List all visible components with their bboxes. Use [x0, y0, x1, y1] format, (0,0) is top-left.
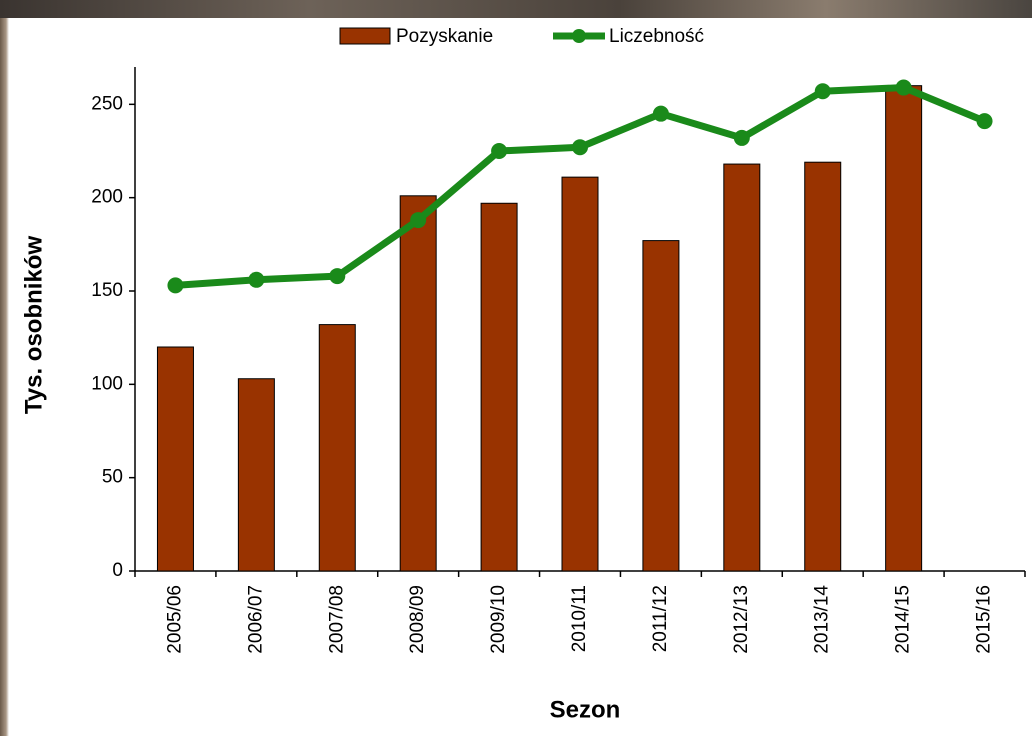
line-marker — [734, 130, 750, 146]
bar — [238, 379, 274, 571]
x-tick-label: 2008/09 — [407, 585, 428, 654]
page: Sezon Tys. osobników 0 50 100 150 200 250 2005… — [0, 0, 1032, 736]
bar — [481, 203, 517, 571]
bar — [400, 196, 436, 571]
x-tick-label: 2012/13 — [731, 585, 752, 654]
bar — [886, 86, 922, 571]
x-tick-label: 2014/15 — [893, 585, 914, 654]
line-marker — [815, 83, 831, 99]
x-axis-label: Sezon — [550, 696, 621, 723]
chart: Sezon Tys. osobników 0 50 100 150 200 250 2005… — [0, 0, 1032, 736]
legend-swatch — [572, 29, 586, 43]
bar — [724, 164, 760, 571]
y-tick-label: 50 — [102, 467, 123, 488]
line-marker — [491, 143, 507, 159]
bar — [805, 162, 841, 571]
x-tick-label: 2007/08 — [326, 585, 347, 654]
x-tick-label: 2013/14 — [812, 585, 833, 654]
line-marker — [167, 277, 183, 293]
x-tick-label: 2006/07 — [245, 585, 266, 654]
bar — [643, 241, 679, 571]
line-marker — [248, 272, 264, 288]
line-marker — [572, 139, 588, 155]
x-tick-label: 2011/12 — [650, 585, 671, 652]
line-marker — [329, 268, 345, 284]
line-marker — [896, 80, 912, 96]
y-tick-label: 100 — [91, 373, 123, 394]
x-tick-label: 2010/11 — [569, 585, 590, 652]
y-tick-label: 250 — [91, 93, 123, 114]
legend-label: Liczebność — [609, 26, 704, 47]
line-marker — [977, 113, 993, 129]
y-tick-label: 200 — [91, 187, 123, 208]
legend-swatch — [340, 28, 390, 44]
x-tick-label: 2009/10 — [488, 585, 509, 654]
bar — [562, 177, 598, 571]
x-tick-label: 2005/06 — [164, 585, 185, 654]
legend-label: Pozyskanie — [396, 26, 493, 47]
line-marker — [653, 106, 669, 122]
y-tick-label: 150 — [91, 280, 123, 301]
bar — [319, 325, 355, 571]
line-marker — [410, 212, 426, 228]
x-tick-label: 2015/16 — [974, 585, 995, 654]
y-axis-label: Tys. osobników — [20, 236, 47, 415]
bar — [157, 347, 193, 571]
y-tick-label: 0 — [112, 560, 123, 581]
